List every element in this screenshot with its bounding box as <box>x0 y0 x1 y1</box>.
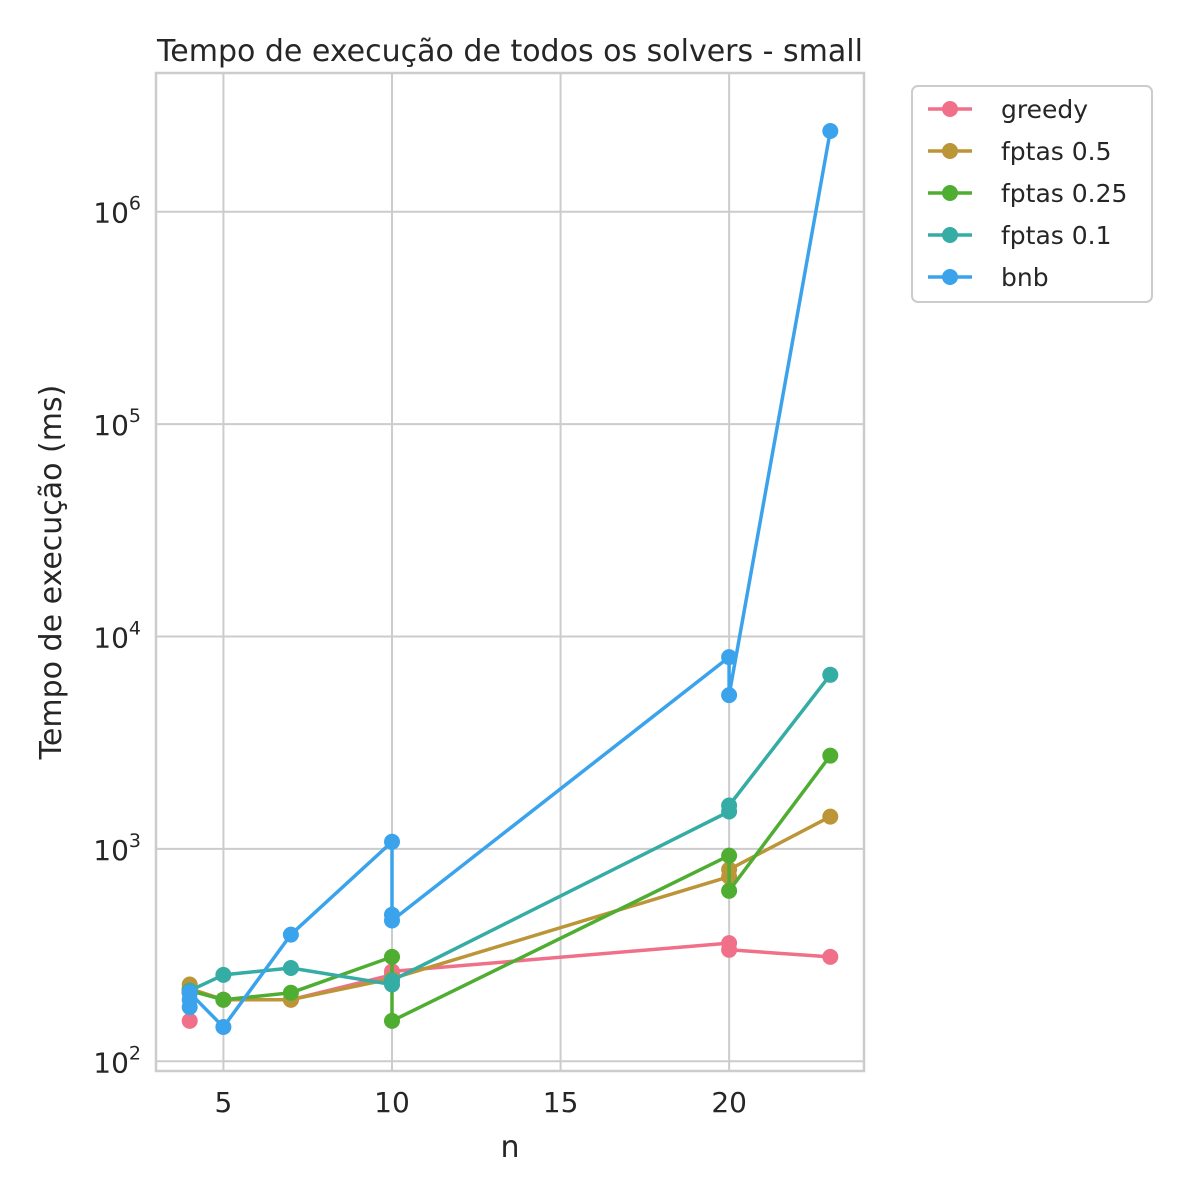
data-point <box>384 833 400 850</box>
legend-label: bnb <box>1001 263 1049 292</box>
data-point <box>822 123 839 139</box>
x-tick-label: 10 <box>374 1086 410 1119</box>
y-tick-exponent: 5 <box>129 405 141 427</box>
legend-marker <box>942 227 958 243</box>
y-tick-exponent: 3 <box>129 830 141 852</box>
series-fptas-0-1 <box>181 666 839 999</box>
legend-label: fptas 0.1 <box>1001 221 1112 250</box>
data-point <box>721 649 738 666</box>
legend-marker <box>942 269 958 285</box>
y-tick-base: 10 <box>93 834 129 867</box>
series-fptas-0-5 <box>181 808 839 1008</box>
legend-label: greedy <box>1001 95 1088 124</box>
data-point <box>822 666 839 683</box>
data-point <box>721 882 738 899</box>
legend-marker <box>942 101 958 117</box>
y-tick-label: 105 <box>93 405 141 442</box>
y-tick-exponent: 6 <box>129 193 141 215</box>
data-point <box>384 948 400 965</box>
data-point <box>282 984 299 1001</box>
legend-label: fptas 0.25 <box>1001 179 1127 208</box>
legend-marker <box>942 143 958 159</box>
x-axis-label: n <box>500 1130 519 1165</box>
y-tick-base: 10 <box>93 409 129 442</box>
y-tick-label: 106 <box>93 193 141 230</box>
chart-title: Tempo de execução de todos os solvers - … <box>156 34 863 69</box>
plot-frame <box>154 71 866 1073</box>
y-tick-label: 102 <box>93 1042 141 1079</box>
data-point <box>384 1012 400 1029</box>
legend: greedy fptas 0.5 fptas 0.25 fptas 0.1 bnb <box>911 85 1153 303</box>
y-tick-base: 10 <box>93 1046 129 1079</box>
x-tick-label: 15 <box>543 1086 579 1119</box>
grid <box>156 73 864 1071</box>
x-tick-labels: 5 10 15 20 <box>215 1086 747 1119</box>
y-tick-exponent: 2 <box>129 1042 141 1064</box>
y-tick-exponent: 4 <box>129 618 141 640</box>
x-tick-label: 5 <box>215 1086 233 1119</box>
data-point <box>282 926 299 943</box>
y-tick-label: 104 <box>93 618 141 655</box>
data-point <box>215 966 232 983</box>
legend-box <box>911 85 1153 303</box>
data-point <box>721 941 738 958</box>
data-point <box>822 948 839 965</box>
data-point <box>215 991 232 1008</box>
data-point <box>721 847 738 864</box>
data-point <box>721 687 738 704</box>
series-bnb <box>181 123 839 1035</box>
data-point <box>822 808 839 825</box>
data-point <box>282 960 299 976</box>
data-point <box>181 984 198 1001</box>
data-point <box>215 1019 232 1035</box>
data-point <box>822 747 839 764</box>
y-tick-base: 10 <box>93 197 129 230</box>
data-point <box>384 972 400 989</box>
data-point <box>384 912 400 929</box>
y-tick-base: 10 <box>93 622 129 655</box>
legend-marker <box>942 185 958 201</box>
data-point <box>721 797 738 814</box>
y-tick-label: 103 <box>93 830 141 867</box>
series-layer <box>181 123 839 1035</box>
data-point <box>181 1012 198 1029</box>
x-tick-label: 20 <box>711 1086 747 1119</box>
legend-label: fptas 0.5 <box>1001 137 1112 166</box>
y-axis-label: Tempo de execução (ms) <box>34 385 69 761</box>
